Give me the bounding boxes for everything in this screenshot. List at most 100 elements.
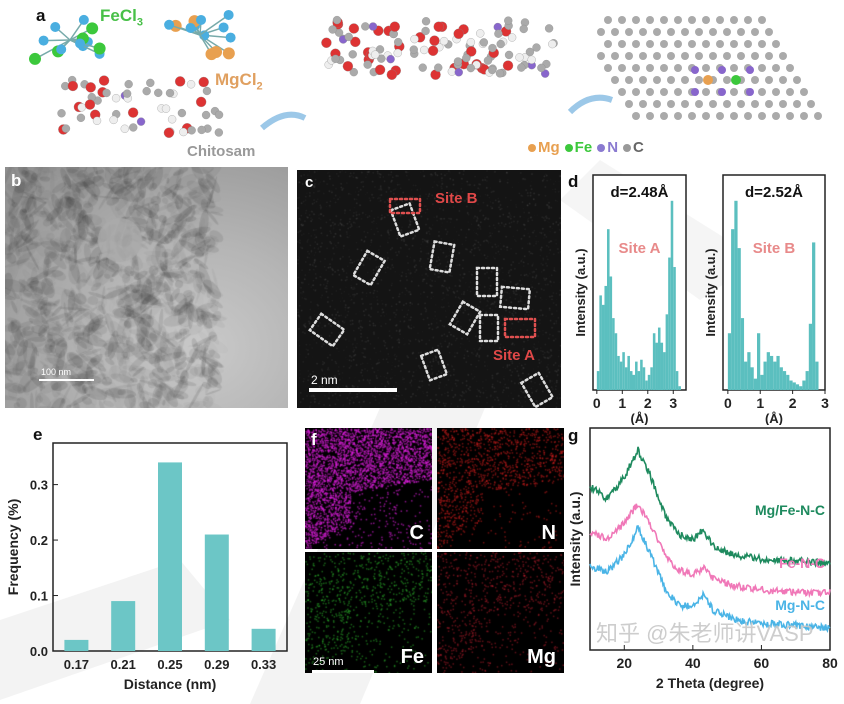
panel-g-xrd-chart: Mg/Fe-N-C Fe-N-C Mg-N-C 20 40 60 80 2 Theta (de…: [567, 427, 838, 691]
histogram-bar: [795, 384, 800, 390]
atom: [410, 34, 419, 44]
atom: [76, 113, 86, 122]
carbon-atom: [737, 52, 745, 60]
histogram-bar: [612, 318, 615, 390]
carbon-atom: [702, 112, 710, 120]
histogram-bar: [614, 333, 618, 390]
histogram-bar: [652, 333, 656, 390]
carbon-atom: [667, 100, 675, 108]
element-label: Mg: [527, 646, 556, 668]
panel-label-e: e: [33, 425, 43, 444]
site-a-label: Site A: [493, 347, 535, 364]
carbon-atom: [779, 52, 787, 60]
y-tick-label: 0.0: [30, 644, 48, 659]
histogram-bar: [727, 333, 732, 390]
atom: [466, 38, 476, 47]
atom-site-box: [519, 371, 555, 408]
x-tick-label: 0.25: [157, 657, 182, 672]
carbon-atom: [716, 16, 724, 24]
atom-site-box: [448, 300, 482, 336]
atom: [225, 32, 236, 43]
atom: [102, 88, 111, 98]
x-axis-label: (Å): [630, 411, 648, 425]
atom: [532, 43, 541, 52]
atom: [129, 123, 138, 132]
atom: [93, 42, 106, 55]
n-atom: [746, 66, 754, 74]
carbon-atom: [646, 88, 654, 96]
histogram-bar: [627, 355, 630, 390]
carbon-atom: [667, 52, 675, 60]
atom: [186, 80, 196, 89]
atom: [214, 110, 224, 119]
arrow: [567, 94, 614, 115]
legend-item: Fe: [564, 139, 592, 156]
histogram-bar: [660, 342, 664, 390]
legend-item: Mg: [528, 139, 560, 156]
panel-label-c: c: [305, 174, 314, 191]
atom-site-box: [419, 348, 449, 382]
atom-site-box: [498, 285, 532, 311]
atom: [504, 16, 513, 25]
carbon-atom: [730, 112, 738, 120]
histogram-bar: [599, 295, 602, 390]
atom-site-box: [478, 313, 500, 343]
carbon-atom: [611, 52, 619, 60]
x-axis-label: 2 Theta (degree): [656, 675, 764, 691]
atom: [439, 36, 449, 46]
panel-label-b: b: [11, 171, 22, 190]
panel-label-d: d: [568, 172, 579, 191]
carbon-atom: [800, 88, 808, 96]
carbon-atom: [758, 16, 766, 24]
element-legend: Mg Fe N C: [528, 139, 644, 156]
carbon-atom: [772, 112, 780, 120]
histogram-bar: [607, 229, 610, 390]
histogram-bar: [604, 285, 608, 390]
histogram-bar: [640, 359, 643, 390]
atom: [421, 17, 431, 26]
histogram-bar: [740, 318, 745, 390]
atom: [427, 45, 439, 56]
legend-dot: [528, 144, 536, 152]
carbon-atom: [681, 76, 689, 84]
atom: [537, 63, 546, 72]
carbon-atom: [660, 40, 668, 48]
atom: [386, 69, 397, 80]
histogram-bar: [673, 267, 676, 390]
carbon-atom: [730, 64, 738, 72]
histogram-bar: [799, 386, 803, 390]
histogram-bar: [632, 374, 636, 390]
histogram-bar: [734, 200, 738, 390]
carbon-atom: [800, 112, 808, 120]
panel-b-tem-image: b 100 nm: [5, 167, 288, 408]
fecl3-label: FeCl3: [100, 6, 143, 29]
scale-bar: [39, 379, 94, 381]
atom: [174, 76, 186, 87]
element-label: C: [409, 522, 424, 544]
atom: [488, 65, 497, 75]
scale-bar: [312, 670, 374, 673]
histogram-bar: [678, 386, 681, 390]
y-axis-label: Frequency (%): [5, 499, 21, 595]
histogram-bar: [635, 361, 638, 390]
carbon-atom: [639, 52, 647, 60]
atom-site-box: [389, 201, 421, 239]
panel-label-a: a: [36, 6, 46, 25]
eds-map-n: N: [437, 428, 564, 549]
element-label: N: [541, 522, 556, 544]
bar: [111, 601, 136, 651]
atom: [167, 115, 177, 124]
panel-c-haadf-image: c Site B Site A 2 nm: [297, 170, 561, 408]
atom: [541, 69, 550, 78]
carbon-atom: [681, 100, 689, 108]
atom: [163, 127, 175, 138]
carbon-atom: [653, 52, 661, 60]
carbon-atom: [793, 100, 801, 108]
atom: [179, 127, 188, 137]
y-tick-label: 0.1: [30, 589, 48, 604]
carbon-atom: [751, 100, 759, 108]
histogram-bar: [731, 229, 735, 390]
atom: [187, 126, 196, 135]
histogram-bar: [622, 352, 625, 390]
